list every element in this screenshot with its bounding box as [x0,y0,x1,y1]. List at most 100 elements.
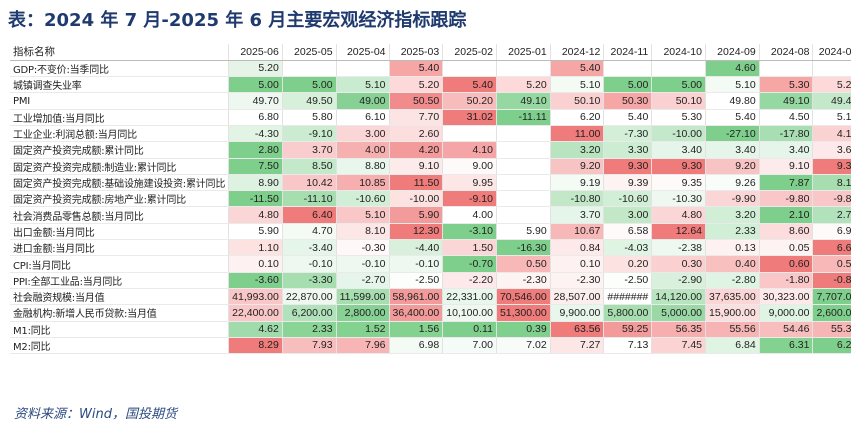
value-cell: 6.20 [550,109,605,126]
value-cell: 49.00 [336,92,390,110]
value-cell: 5.30 [759,76,814,94]
column-header-period: 2025-01 [496,44,551,61]
value-cell: -3.10 [442,223,497,241]
table-row: CPI:当月同比 0.10 -0.10 -0.10 -0.10 -0.70 0.50 0.10… [10,255,851,273]
value-cell: 4.60 [705,60,760,78]
value-cell: 31.02 [442,109,497,126]
value-cell: 11.00 [550,125,605,143]
value-cell: 2,800.00 [336,304,390,322]
value-cell: 5.40 [550,60,605,78]
value-cell: 5.90 [228,223,283,241]
page-title: 表：2024 年 7 月-2025 年 6 月主要宏观经济指标跟踪 [8,10,467,31]
value-cell: 6.27 [812,337,851,355]
table-row: 社会融资规模:当月值 41,993.00 22,870.00 11,599.00 58,… [10,288,851,306]
value-cell: -0.70 [442,255,497,273]
value-cell: 22,400.00 [228,304,283,322]
value-cell: 58,961.00 [389,288,444,306]
column-header-period: 2024-09 [705,44,760,61]
value-cell: 5.80 [282,109,337,126]
row-label: 工业增加值:当月同比 [10,109,230,126]
value-cell: 49.70 [228,92,283,110]
value-cell: 8.80 [336,158,390,175]
value-cell: 70,546.00 [496,288,551,306]
value-cell: -17.80 [759,125,814,143]
value-cell: 5.90 [496,223,551,241]
value-cell: 15,900.00 [705,304,760,322]
row-label: PMI [10,92,230,110]
row-label: 固定资产投资完成额:房地产业:累计同比 [10,190,230,208]
value-cell: 2.33 [705,223,760,241]
value-cell: 22,870.00 [282,288,337,306]
value-cell: 0.10 [228,255,283,273]
value-cell: -0.10 [336,255,390,273]
value-cell: 0.20 [603,255,653,273]
value-cell: 0.40 [705,255,760,273]
value-cell: 49.10 [759,92,814,110]
value-cell: 28,507.00 [550,288,605,306]
value-cell: 7.45 [651,337,706,355]
value-cell: 5.30 [651,109,706,126]
value-cell: 9,900.00 [550,304,605,322]
value-cell: 50.30 [603,92,653,110]
value-cell: -4.40 [389,239,444,257]
value-cell: 41,993.00 [228,288,283,306]
value-cell: 0.60 [759,255,814,273]
value-cell: 1.56 [389,321,444,338]
value-cell: 4.80 [228,206,283,224]
value-cell: -3.40 [282,239,337,257]
value-cell: 5,800.00 [603,304,653,322]
value-cell: 7.27 [550,337,605,355]
value-cell: 4.20 [389,141,444,159]
value-cell: 56.35 [651,321,706,338]
value-cell: -11.50 [228,190,283,208]
value-cell: 7.50 [228,158,283,175]
indicator-table-container: 指标名称 2025-06 2025-05 2025-04 2025-03 2025-02 2… [10,44,851,355]
value-cell: 5.00 [603,76,653,94]
column-header-indicator: 指标名称 [10,44,230,61]
value-cell: -9.10 [282,125,337,143]
value-cell: 4.00 [442,206,497,224]
value-cell: 49.80 [705,92,760,110]
row-label: 固定资产投资完成额:基础设施建设投资:累计同比 [10,174,230,192]
value-cell: 0.10 [550,255,605,273]
value-cell: 4.10 [812,125,851,143]
value-cell: 11,599.00 [336,288,390,306]
value-cell: 9.30 [651,158,706,175]
value-cell: 3.30 [603,141,653,159]
value-cell: 2,600.00 [812,304,851,322]
value-cell: 10.42 [282,174,337,192]
value-cell: 0.50 [812,255,851,273]
value-cell [496,60,551,78]
value-cell [651,60,706,78]
value-cell [759,60,814,78]
table-row: GDP:不变价:当季同比 5.20 5.40 5.40 4.60 [10,60,851,78]
value-cell: 2.60 [389,125,444,143]
value-cell: 2.10 [759,206,814,224]
value-cell: -2.70 [336,272,390,289]
value-cell: 1.50 [442,239,497,257]
value-cell: 50.10 [651,92,706,110]
value-cell: 7.96 [336,337,390,355]
table-row: M2:同比 8.29 7.93 7.96 6.98 7.00 7.02 7.27 7.13 7.4… [10,337,851,355]
value-cell: 50.50 [389,92,444,110]
value-cell: 5.00 [651,76,706,94]
value-cell: -2.38 [651,239,706,257]
value-cell: 9.10 [759,158,814,175]
value-cell: 4.50 [759,109,814,126]
value-cell: 51,300.00 [496,304,551,322]
value-cell: -3.60 [228,272,283,289]
value-cell: 5.10 [812,109,851,126]
value-cell: -16.30 [496,239,551,257]
value-cell: -10.30 [651,190,706,208]
value-cell: 5.40 [705,109,760,126]
value-cell: -9.80 [759,190,814,208]
value-cell: 0.30 [651,255,706,273]
value-cell: 0.05 [759,239,814,257]
row-label: 社会消费品零售总额:当月同比 [10,206,230,224]
value-cell: 37,635.00 [705,288,760,306]
value-cell: 3.60 [812,141,851,159]
value-cell: 49.40 [812,92,851,110]
table-row: 固定资产投资完成额:房地产业:累计同比 -11.50 -11.10 -10.60 -10… [10,190,851,208]
value-cell: 59.25 [603,321,653,338]
value-cell [496,206,551,224]
